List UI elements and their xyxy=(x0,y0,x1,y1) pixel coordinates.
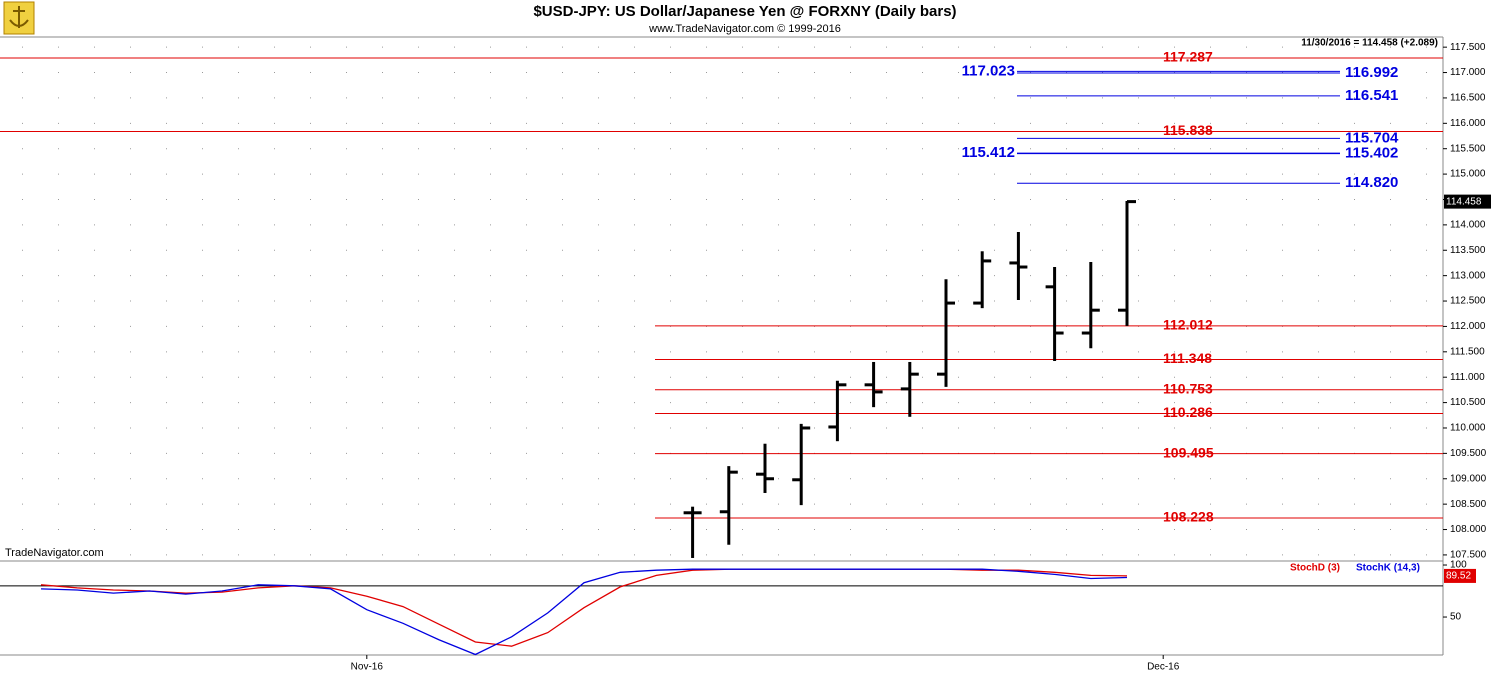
y-tick-label: 116.000 xyxy=(1450,118,1486,129)
y-tick-label: 114.000 xyxy=(1450,220,1486,231)
logo xyxy=(3,1,35,35)
value-tag-label: 89.52 xyxy=(1446,571,1471,582)
y-tick-label: 108.000 xyxy=(1450,524,1487,535)
y-tick-label: 113.500 xyxy=(1450,245,1486,256)
y-tick-label: 117.000 xyxy=(1450,67,1486,78)
level-label: 117.023 xyxy=(962,62,1015,79)
level-label: 110.753 xyxy=(1163,380,1213,396)
level-label: 115.402 xyxy=(1345,145,1398,162)
y-tick-label: 112.000 xyxy=(1450,321,1486,332)
y-tick-label: 111.000 xyxy=(1450,372,1485,383)
level-label: 117.287 xyxy=(1163,49,1213,65)
y-tick-label: 115.500 xyxy=(1450,143,1486,154)
y-tick-label: 108.500 xyxy=(1450,499,1487,510)
level-label: 116.541 xyxy=(1345,87,1398,104)
y-tick-label: 116.500 xyxy=(1450,93,1486,104)
legend-entry: StochK (14,3) xyxy=(1356,563,1420,574)
y-tick-label: 110.000 xyxy=(1450,423,1486,434)
level-label: 112.012 xyxy=(1163,317,1213,333)
level-label: 114.820 xyxy=(1345,174,1398,191)
price-tag xyxy=(1444,194,1491,209)
title: $USD-JPY: US Dollar/Japanese Yen @ FORXN… xyxy=(533,3,956,20)
y-tick-label: 110.500 xyxy=(1450,397,1486,408)
y-tick-label: 111.500 xyxy=(1450,346,1485,357)
y-tick-label: 109.000 xyxy=(1450,473,1487,484)
y-tick-label: 113.000 xyxy=(1450,270,1486,281)
y-tick-label: 117.500 xyxy=(1450,42,1486,53)
subtitle: www.TradeNavigator.com © 1999-2016 xyxy=(648,23,841,35)
level-label: 115.704 xyxy=(1345,129,1399,146)
level-label: 110.286 xyxy=(1163,404,1213,420)
x-tick-label: Dec-16 xyxy=(1147,662,1180,673)
y-tick-label: 109.500 xyxy=(1450,448,1487,459)
y-tick-label: 115.000 xyxy=(1450,169,1486,180)
level-label: 115.838 xyxy=(1163,122,1213,138)
level-label: 109.495 xyxy=(1163,444,1214,460)
y-tick-label: 112.500 xyxy=(1450,296,1486,307)
y-tick-label: 100 xyxy=(1450,560,1467,571)
quote: 11/30/2016 = 114.458 (+2.089) xyxy=(1301,38,1438,49)
y-tick-label: 50 xyxy=(1450,612,1462,623)
level-label: 115.412 xyxy=(962,144,1015,161)
stoch-line xyxy=(40,568,1128,656)
value-tag xyxy=(1444,568,1476,583)
legend-entry: StochD (3) xyxy=(1290,563,1340,574)
x-tick-label: Nov-16 xyxy=(351,662,384,673)
level-label: 116.992 xyxy=(1345,64,1398,81)
price-tag-label: 114.458 xyxy=(1446,196,1482,207)
y-tick-label: 107.500 xyxy=(1450,550,1487,561)
watermark: TradeNavigator.com xyxy=(5,547,104,559)
level-label: 111.348 xyxy=(1163,350,1212,366)
level-label: 108.228 xyxy=(1163,509,1214,525)
